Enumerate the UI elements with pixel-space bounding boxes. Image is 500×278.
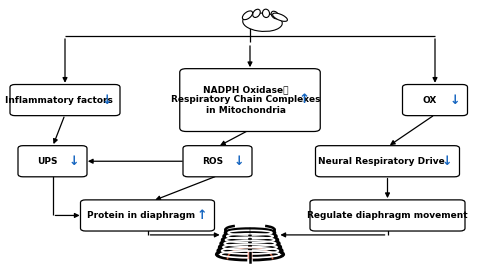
Text: ↓: ↓ [68,155,79,168]
FancyBboxPatch shape [183,146,252,177]
FancyBboxPatch shape [18,146,87,177]
Polygon shape [228,247,272,259]
Ellipse shape [242,11,252,20]
FancyBboxPatch shape [316,146,460,177]
Ellipse shape [252,9,260,18]
Ellipse shape [272,13,287,21]
FancyBboxPatch shape [10,85,120,116]
Ellipse shape [262,9,270,18]
FancyBboxPatch shape [402,85,468,116]
Text: Respiratory Chain Complexes: Respiratory Chain Complexes [171,95,321,104]
Text: ↓: ↓ [234,155,244,168]
FancyBboxPatch shape [180,69,320,131]
Text: UPS: UPS [37,157,58,166]
Text: Neural Respiratory Drive: Neural Respiratory Drive [318,157,445,166]
Ellipse shape [271,11,279,19]
Text: Protein in diaphragm: Protein in diaphragm [88,211,196,220]
FancyBboxPatch shape [80,200,214,231]
Text: ↓: ↓ [449,94,460,106]
Text: ↑: ↑ [298,93,310,106]
Text: ↓: ↓ [102,94,112,106]
Text: Regulate diaphragm movement: Regulate diaphragm movement [307,211,468,220]
Text: ROS: ROS [202,157,223,166]
FancyBboxPatch shape [310,200,465,231]
Text: Inflammatory factors: Inflammatory factors [5,96,113,105]
Text: ↑: ↑ [196,209,207,222]
Text: in Mitochondria: in Mitochondria [206,106,286,115]
Ellipse shape [242,13,282,31]
Text: NADPH Oxidase；: NADPH Oxidase； [203,85,289,94]
Text: ↓: ↓ [442,155,452,168]
Text: OX: OX [423,96,437,105]
